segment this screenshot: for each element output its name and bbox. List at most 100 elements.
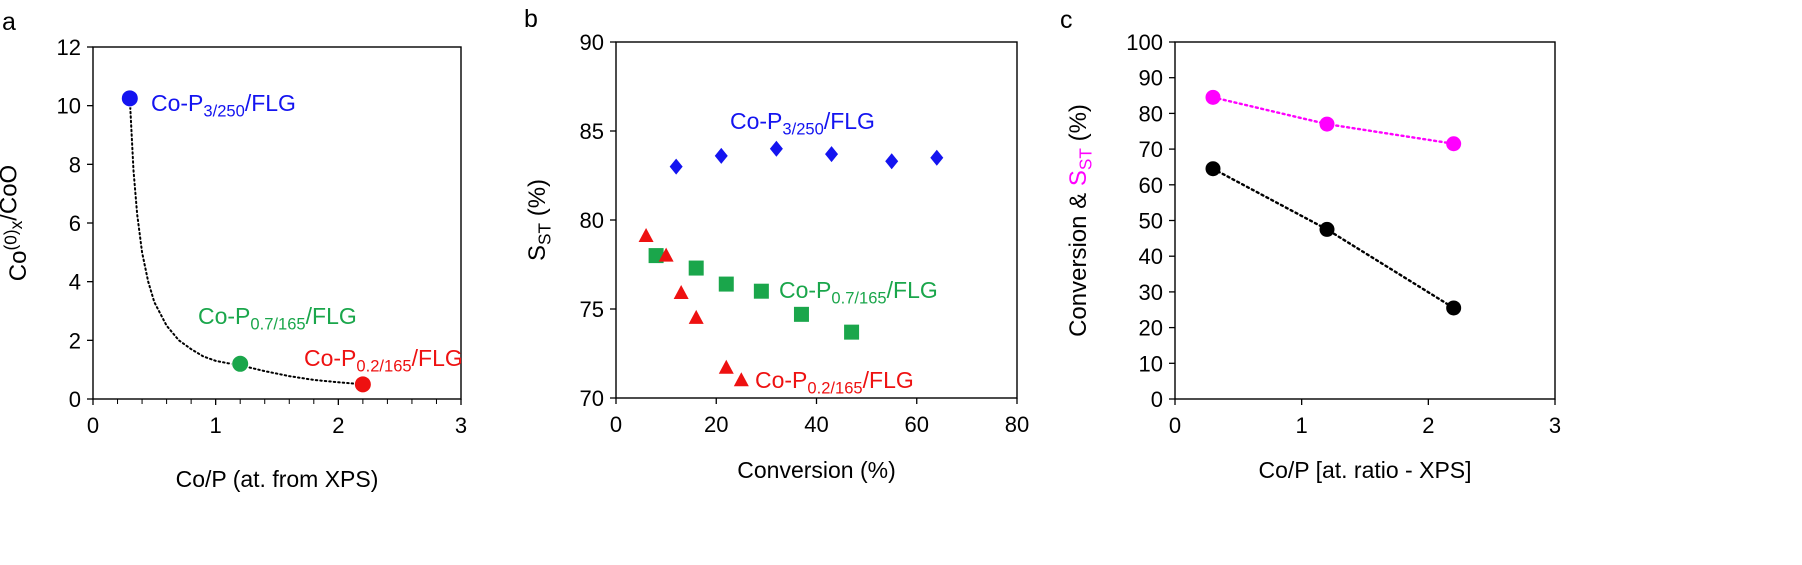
series-label-main: Co-P <box>779 277 831 303</box>
data-point <box>353 375 372 394</box>
x-axis-label: Conversion (%) <box>737 457 896 483</box>
data-point <box>714 147 728 164</box>
data-point <box>825 146 839 163</box>
x-tick-label: 2 <box>1422 413 1434 438</box>
y-tick-label: 40 <box>1139 244 1163 269</box>
data-point <box>1319 221 1335 237</box>
ylabel-c-part1: Conversion & <box>1065 186 1092 337</box>
data-point <box>120 89 139 108</box>
series-label-main: Co-P <box>198 303 250 329</box>
data-point <box>1205 161 1221 177</box>
y-tick-label: 70 <box>580 386 604 411</box>
series-label-sub: 0.2/165 <box>807 378 862 397</box>
x-tick-label: 0 <box>87 413 99 438</box>
y-tick-label: 90 <box>580 30 604 55</box>
y-tick-label: 0 <box>69 387 81 412</box>
y-tick-label: 85 <box>580 119 604 144</box>
x-tick-label: 80 <box>1005 412 1029 437</box>
series-label-rest: /FLG <box>887 277 938 303</box>
panel-letter: b <box>524 5 538 33</box>
series-label-rest: /FLG <box>412 345 463 371</box>
panel-letter: a <box>2 8 16 36</box>
series-label-main: Co-P <box>730 108 782 134</box>
y-tick-label: 2 <box>69 328 81 353</box>
x-tick-label: 3 <box>1549 413 1561 438</box>
series-label-main: Co-P <box>755 367 807 393</box>
data-point <box>688 260 704 276</box>
series-label: Co-P0.7/165/FLG <box>779 277 938 307</box>
data-point <box>844 324 860 340</box>
data-point <box>769 140 783 157</box>
x-tick-label: 1 <box>210 413 222 438</box>
ylabel-b-main: S <box>524 245 551 261</box>
series-label-sub: 0.2/165 <box>356 356 411 375</box>
series-label-sub: 3/250 <box>782 119 823 138</box>
y-tick-label: 75 <box>580 297 604 322</box>
x-tick-label: 20 <box>704 412 728 437</box>
series-label: Co-P3/250/FLG <box>730 108 875 138</box>
y-tick-label: 80 <box>1139 101 1163 126</box>
series-label-main: Co-P <box>151 90 203 116</box>
data-point <box>718 276 734 292</box>
data-point <box>231 354 250 373</box>
ylabel-a-sub: x <box>6 220 26 229</box>
data-point <box>718 359 734 374</box>
data-point <box>673 284 689 299</box>
data-point <box>753 283 769 299</box>
ylabel-a-sup: (0) <box>0 229 20 250</box>
series-label-rest: /FLG <box>824 108 875 134</box>
y-tick-label: 80 <box>580 208 604 233</box>
x-axis-label: Co/P [at. ratio - XPS] <box>1258 457 1471 483</box>
x-tick-label: 0 <box>1169 413 1181 438</box>
series-label-sub: 3/250 <box>203 101 244 120</box>
x-tick-label: 40 <box>804 412 828 437</box>
y-tick-label: 60 <box>1139 173 1163 198</box>
data-point <box>1205 89 1221 105</box>
y-tick-label: 90 <box>1139 66 1163 91</box>
series-label-rest: /FLG <box>245 90 296 116</box>
data-point <box>1446 136 1462 152</box>
x-tick-label: 1 <box>1296 413 1308 438</box>
ylabel-a-main: Co <box>5 251 32 282</box>
data-point <box>688 309 704 324</box>
ylabel-c-main: S <box>1065 170 1092 186</box>
series-label: Co-P0.7/165/FLG <box>198 303 357 333</box>
series-label-sub: 0.7/165 <box>831 288 886 307</box>
y-tick-label: 70 <box>1139 137 1163 162</box>
y-tick-label: 20 <box>1139 316 1163 341</box>
data-point <box>930 149 944 166</box>
y-tick-label: 12 <box>57 35 81 60</box>
y-tick-label: 50 <box>1139 209 1163 234</box>
series-label-main: Co-P <box>304 345 356 371</box>
ylabel-a-rest: /CoO <box>0 165 23 221</box>
data-point <box>1446 300 1462 316</box>
data-point <box>669 158 683 175</box>
y-tick-label: 0 <box>1151 387 1163 412</box>
y-tick-label: 4 <box>69 270 81 295</box>
fit-curve <box>128 97 364 386</box>
series-label: Co-P0.2/165/FLG <box>304 345 463 375</box>
data-point <box>658 247 674 262</box>
chart-panel-b: b 0 20 40 60 80 70 75 80 85 90 Conversion (%) SST (%… <box>524 5 1029 483</box>
series-label-rest: /FLG <box>863 367 914 393</box>
x-axis-label: Co/P (at. from XPS) <box>176 466 379 492</box>
ylabel-b-sub: ST <box>535 223 555 246</box>
ylabel-b: SST (%) <box>524 179 555 261</box>
y-tick-label: 10 <box>57 94 81 119</box>
ylabel-a: Co(0)x/CoO <box>0 165 32 281</box>
y-tick-label: 100 <box>1126 30 1163 55</box>
series-label: Co-P3/250/FLG <box>151 90 296 120</box>
y-tick-label: 8 <box>69 152 81 177</box>
data-point <box>793 306 809 322</box>
x-tick-label: 0 <box>610 412 622 437</box>
y-tick-label: 6 <box>69 211 81 236</box>
ylabel-c-sub: ST <box>1076 148 1096 171</box>
y-tick-label: 10 <box>1139 351 1163 376</box>
data-point <box>733 372 749 387</box>
plot-frame <box>615 41 1018 399</box>
data-point <box>885 153 899 170</box>
plot-frame <box>1174 41 1556 400</box>
